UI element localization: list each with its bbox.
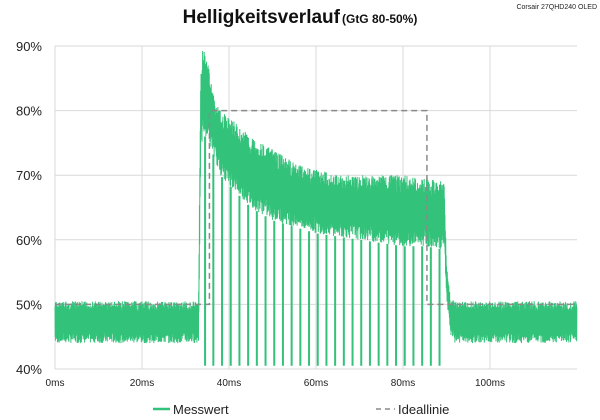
series-line-ideal (55, 109, 577, 306)
plot-area (54, 50, 578, 366)
x-tick-label: 100ms (475, 378, 505, 389)
chart-subtitle: (GtG 80-50%) (342, 12, 417, 26)
x-tick-label: 60ms (304, 378, 328, 389)
x-axis: 0ms 20ms 40ms 60ms 80ms 100ms (46, 378, 505, 389)
y-tick-label: 50% (16, 297, 42, 312)
y-tick-label: 60% (16, 233, 42, 248)
y-tick-label: 80% (16, 104, 42, 119)
monitor-label: Corsair 27QHD240 OLED (516, 4, 597, 11)
x-tick-label: 80ms (391, 378, 415, 389)
chart-title-main: Helligkeitsverlauf (183, 7, 341, 28)
y-axis: 40% 50% 60% 70% 80% 90% (16, 39, 42, 377)
series-line-measured (54, 50, 578, 344)
chart-title: Helligkeitsverlauf (GtG 80-50%) (183, 7, 418, 28)
legend-label-measured: Messwert (173, 402, 229, 417)
y-tick-label: 40% (16, 362, 42, 377)
legend-label-ideal: Ideallinie (398, 402, 449, 417)
y-tick-label: 70% (16, 168, 42, 183)
legend: Messwert Ideallinie (153, 402, 449, 417)
x-tick-label: 0ms (46, 378, 65, 389)
x-tick-label: 20ms (130, 378, 154, 389)
x-tick-label: 40ms (217, 378, 241, 389)
y-tick-label: 90% (16, 39, 42, 54)
